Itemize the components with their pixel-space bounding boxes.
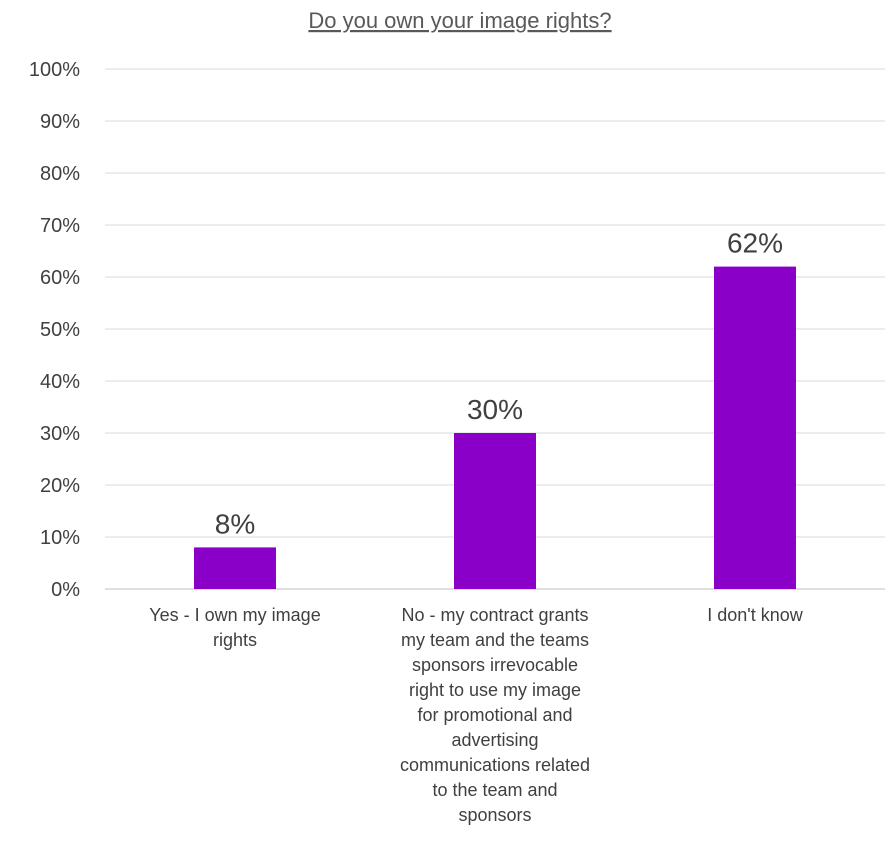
y-tick-label: 100%: [29, 59, 80, 81]
y-tick-label: 10%: [40, 527, 80, 549]
category-labels: Yes - I own my image rights No - my contra…: [149, 605, 803, 825]
gridlines: [105, 68, 885, 590]
y-tick-label: 90%: [40, 111, 80, 133]
y-tick-label: 50%: [40, 319, 80, 341]
data-labels: 8% 30% 62%: [215, 228, 783, 540]
y-tick-label: 20%: [40, 475, 80, 497]
category-label: No - my contract grants my team and the t…: [400, 605, 590, 825]
y-tick-label: 60%: [40, 267, 80, 289]
category-label: I don't know: [707, 605, 803, 625]
category-label: Yes - I own my image rights: [149, 605, 320, 650]
y-tick-label: 70%: [40, 215, 80, 237]
data-label: 62%: [727, 228, 783, 259]
y-tick-label: 0%: [51, 579, 80, 601]
bars: [194, 266, 796, 589]
y-tick-label: 40%: [40, 371, 80, 393]
data-label: 30%: [467, 394, 523, 425]
y-axis-ticks: 0% 10% 20% 30% 40% 50% 60% 70% 80% 90% 100%: [29, 59, 80, 601]
y-tick-label: 30%: [40, 423, 80, 445]
y-tick-label: 80%: [40, 163, 80, 185]
chart-title: Do you own your image rights?: [308, 8, 611, 33]
bar: [454, 433, 536, 589]
data-label: 8%: [215, 508, 255, 539]
bar: [714, 266, 796, 589]
bar: [194, 547, 276, 589]
